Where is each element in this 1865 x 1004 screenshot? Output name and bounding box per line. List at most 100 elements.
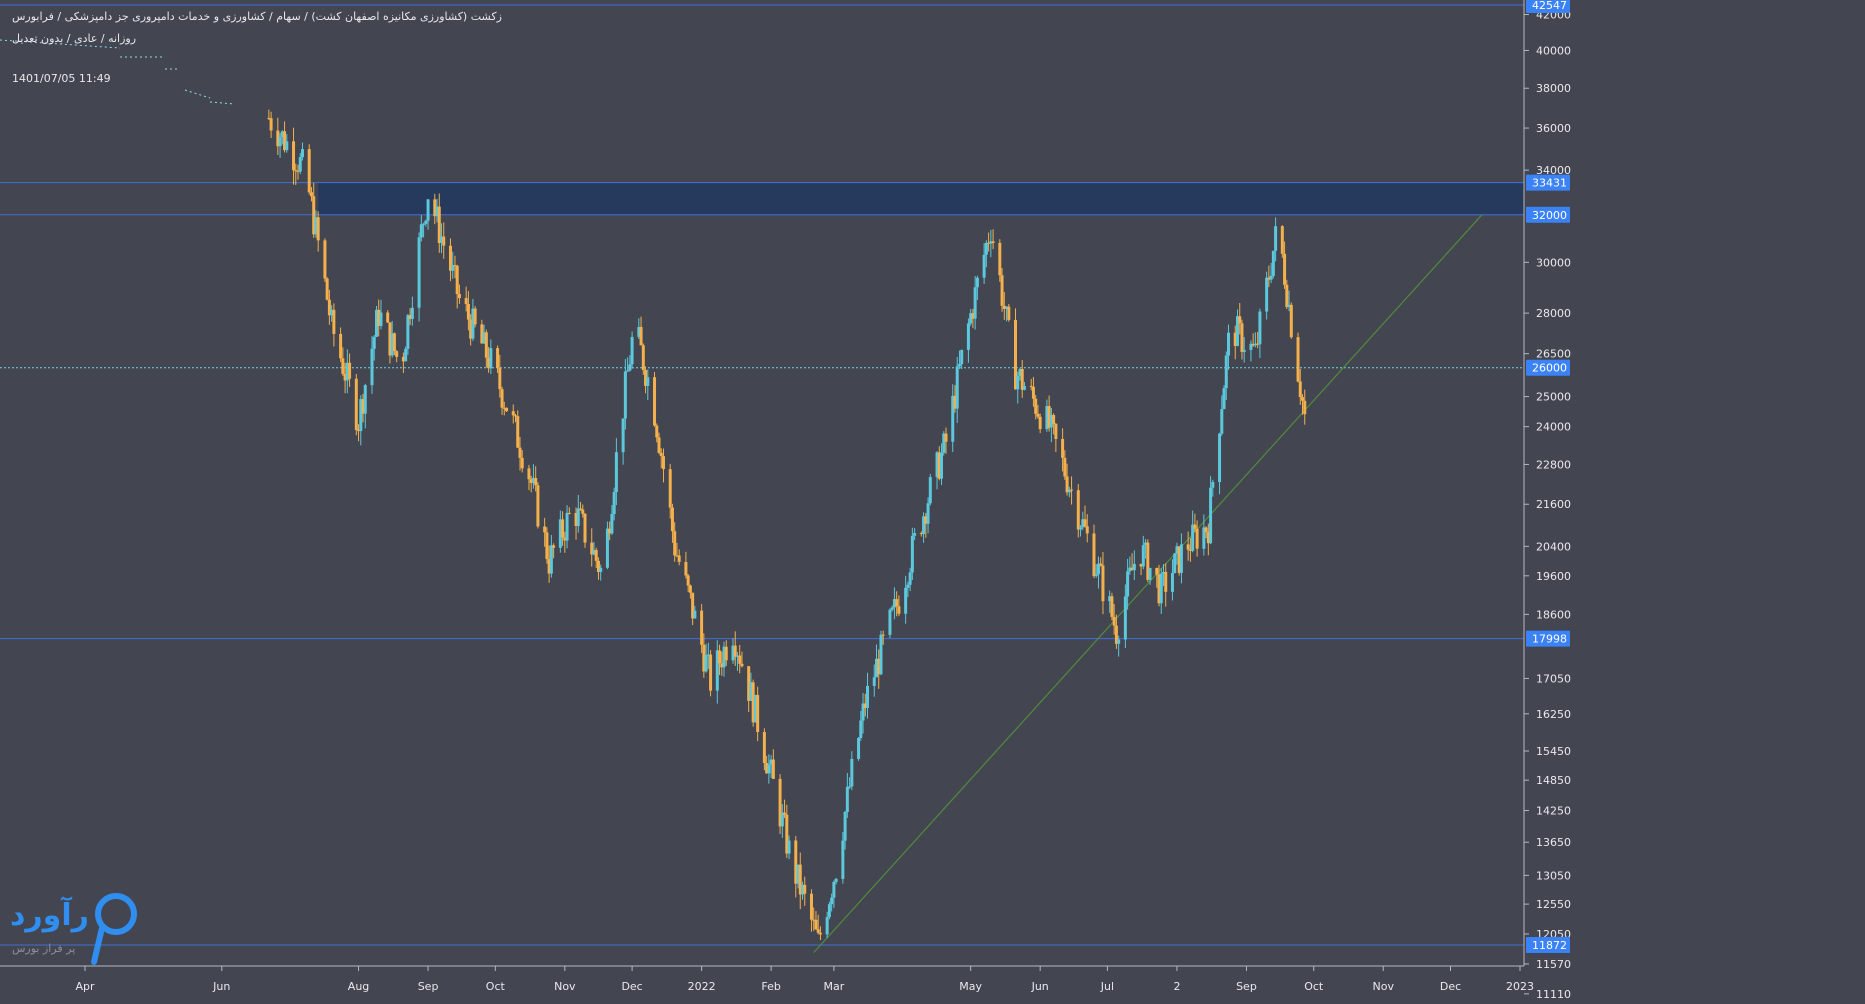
candle-body	[1038, 416, 1042, 430]
candle	[653, 372, 657, 427]
candle-body	[794, 840, 798, 884]
candle	[370, 336, 374, 394]
candle-body	[379, 312, 383, 326]
candle	[377, 299, 381, 337]
candle-body	[1070, 489, 1074, 491]
candle-body	[558, 519, 562, 548]
candle	[359, 395, 363, 446]
candle-body	[1296, 337, 1300, 382]
candle	[693, 605, 697, 619]
candle-body	[1000, 275, 1004, 306]
candle-body	[686, 575, 690, 586]
candle	[1296, 332, 1300, 383]
candle-body	[762, 732, 766, 764]
candle-body	[466, 303, 470, 320]
candle	[1146, 539, 1150, 583]
candle-body	[448, 245, 452, 271]
candle-body	[440, 236, 444, 244]
candle	[390, 320, 394, 358]
candle	[675, 542, 679, 558]
candle-body	[487, 357, 491, 369]
candle-body	[771, 759, 775, 779]
candle-body	[661, 456, 665, 470]
candle	[464, 286, 468, 312]
candle	[765, 755, 769, 774]
price-badge-box	[1526, 0, 1570, 13]
candle-body	[973, 287, 977, 319]
candle	[1256, 332, 1260, 349]
candle	[404, 346, 408, 362]
candle	[879, 630, 883, 676]
candle-body	[1101, 565, 1105, 602]
trendline[interactable]	[813, 214, 1483, 954]
candle-body	[1128, 567, 1132, 572]
candle-body	[709, 654, 713, 691]
candle	[1083, 505, 1087, 528]
candle-body	[536, 485, 540, 527]
candle	[408, 308, 412, 326]
candle	[1170, 559, 1174, 601]
candle-body	[1193, 524, 1197, 529]
candle	[448, 238, 452, 282]
candle	[457, 284, 461, 304]
candle	[628, 355, 632, 372]
candle-body	[377, 309, 381, 326]
candle	[596, 557, 600, 580]
candle-body	[767, 764, 771, 774]
candle	[1271, 250, 1275, 279]
candle	[496, 345, 500, 373]
candle-body	[704, 655, 708, 672]
candle-body	[1283, 253, 1287, 285]
candle	[1063, 450, 1067, 480]
candle-body	[395, 351, 399, 357]
candle	[1220, 395, 1224, 436]
candle-body	[989, 241, 993, 244]
candle-body	[637, 326, 641, 337]
candle-body	[1202, 527, 1206, 549]
candle	[944, 427, 948, 454]
candle-body	[1265, 277, 1269, 312]
x-tick-label: Aug	[348, 980, 369, 993]
candle	[1070, 476, 1074, 505]
candle-body	[348, 362, 352, 379]
candle-body	[1130, 567, 1134, 571]
candle	[984, 240, 988, 268]
candle-body	[406, 315, 410, 349]
candle	[1195, 520, 1199, 557]
price-badge-box	[1526, 937, 1570, 953]
candle	[987, 232, 991, 252]
candle-body	[1303, 400, 1307, 415]
candle-body	[848, 786, 852, 788]
candle	[325, 277, 329, 301]
candle	[487, 346, 491, 373]
candle-body	[922, 516, 926, 534]
price-badge-26000: 26000	[1526, 359, 1570, 376]
candle-body	[1258, 311, 1262, 345]
candle	[641, 343, 645, 375]
candle	[778, 774, 782, 834]
candle	[292, 127, 296, 185]
candle	[332, 303, 336, 347]
candle-body	[482, 332, 486, 344]
candle-body	[751, 682, 755, 723]
candle	[940, 443, 944, 485]
candle-body	[547, 558, 551, 574]
candle-body	[877, 658, 881, 675]
candle	[1112, 604, 1116, 635]
candle	[1202, 514, 1206, 556]
candle	[594, 547, 598, 569]
candle-body	[1280, 226, 1284, 254]
candle-body	[327, 299, 331, 316]
x-tick-label: 2023	[1506, 980, 1534, 993]
candle	[1157, 564, 1161, 607]
candle	[614, 438, 618, 506]
candle-body	[455, 265, 459, 295]
candle-body	[641, 345, 645, 371]
candle	[861, 693, 865, 734]
candle	[780, 804, 784, 838]
candle-body	[688, 585, 692, 593]
candle	[857, 737, 861, 761]
price-badge-label: 11872	[1532, 939, 1567, 952]
